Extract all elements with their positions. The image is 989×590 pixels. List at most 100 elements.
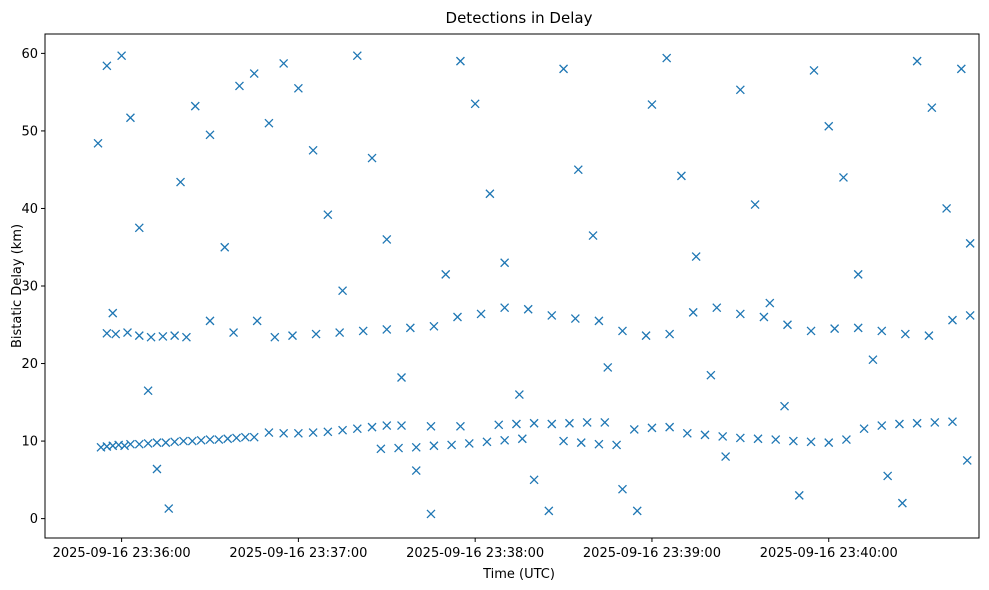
data-point	[788, 436, 798, 446]
data-point	[179, 436, 188, 446]
data-point	[382, 421, 392, 431]
data-point	[455, 56, 465, 66]
data-point	[576, 438, 586, 448]
data-point	[181, 332, 191, 342]
y-tick-label: 50	[21, 124, 38, 139]
data-point	[108, 308, 118, 318]
y-tick-label: 10	[21, 435, 38, 450]
data-point	[93, 138, 103, 148]
data-point	[264, 118, 274, 128]
data-point	[824, 121, 834, 131]
data-point	[894, 419, 904, 429]
data-point	[500, 258, 510, 268]
data-point	[688, 307, 698, 317]
data-point	[794, 490, 804, 500]
data-point	[429, 321, 439, 331]
data-point	[358, 326, 368, 336]
data-point	[712, 303, 722, 313]
data-point	[523, 304, 533, 314]
data-point	[176, 177, 185, 187]
data-point	[170, 437, 180, 447]
data-point	[220, 242, 230, 252]
data-point	[662, 53, 672, 63]
data-point	[877, 326, 887, 336]
data-point	[529, 418, 539, 428]
x-tick-label: 2025-09-16 23:39:00	[583, 546, 721, 561]
data-point	[123, 328, 132, 337]
data-point	[765, 298, 775, 308]
data-point	[252, 316, 262, 326]
data-point	[897, 498, 907, 508]
data-point	[376, 444, 386, 454]
data-point	[152, 438, 162, 448]
data-point	[102, 61, 112, 71]
data-point	[691, 252, 701, 261]
y-tick-label: 40	[21, 202, 38, 217]
data-point	[517, 434, 527, 444]
data-point	[352, 424, 362, 434]
data-point	[470, 99, 480, 109]
data-point	[464, 438, 474, 448]
data-point	[164, 504, 174, 513]
data-point	[559, 64, 569, 74]
data-point	[682, 428, 692, 438]
data-point	[547, 311, 557, 320]
data-point	[700, 430, 710, 440]
data-point	[632, 506, 642, 516]
data-point	[665, 329, 675, 339]
data-point	[205, 316, 215, 326]
data-point	[735, 433, 745, 443]
data-point	[308, 428, 318, 438]
data-point	[965, 238, 975, 248]
data-point	[187, 436, 197, 446]
data-point	[629, 424, 639, 434]
data-point	[235, 81, 244, 91]
data-point	[447, 440, 457, 450]
data-point	[868, 355, 878, 365]
data-point	[647, 423, 657, 433]
data-point	[411, 466, 421, 476]
data-point	[143, 386, 153, 396]
y-axis-label: Bistatic Delay (km)	[10, 224, 25, 348]
data-point	[134, 331, 144, 341]
data-point	[117, 51, 127, 61]
data-point	[841, 435, 851, 444]
data-point	[859, 424, 869, 434]
data-point	[382, 324, 392, 334]
data-point	[853, 323, 863, 333]
data-point	[806, 326, 816, 336]
x-tick-label: 2025-09-16 23:38:00	[406, 546, 544, 561]
marker-layer	[93, 51, 975, 519]
data-point	[927, 103, 937, 113]
data-point	[367, 153, 377, 163]
data-point	[809, 65, 819, 75]
data-point	[824, 438, 834, 448]
data-point	[190, 101, 200, 111]
data-point	[603, 362, 613, 372]
x-tick-label: 2025-09-16 23:37:00	[229, 546, 367, 561]
data-point	[830, 324, 840, 334]
data-point	[441, 269, 451, 279]
data-point	[249, 69, 259, 79]
data-point	[547, 419, 557, 429]
x-axis-ticks: 2025-09-16 23:36:00 2025-09-16 23:37:00 20…	[53, 538, 898, 561]
data-point	[170, 331, 180, 341]
data-point	[771, 435, 781, 444]
data-point	[205, 130, 215, 140]
data-point	[111, 329, 121, 339]
chart-title: Detections in Delay	[446, 9, 593, 27]
data-point	[956, 64, 966, 74]
data-point	[718, 431, 728, 441]
data-point	[308, 145, 318, 155]
data-point	[161, 438, 171, 448]
data-point	[676, 171, 686, 181]
data-point	[323, 210, 333, 220]
x-axis-label: Time (UTC)	[482, 567, 555, 582]
data-point	[367, 422, 377, 432]
data-point	[397, 421, 406, 431]
data-point	[214, 435, 224, 444]
data-point	[494, 420, 504, 430]
data-point	[618, 484, 627, 494]
data-point	[382, 235, 392, 244]
